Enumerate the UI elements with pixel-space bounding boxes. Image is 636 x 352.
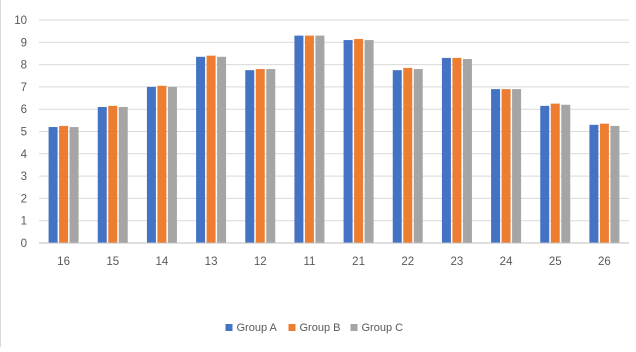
y-tick-label: 5 xyxy=(21,127,27,139)
y-tick-label: 6 xyxy=(21,104,27,116)
x-tick-label: 26 xyxy=(598,256,611,268)
legend-swatch xyxy=(288,324,296,331)
bar xyxy=(167,86,177,244)
bar xyxy=(550,103,560,243)
bar xyxy=(610,125,620,243)
bar xyxy=(294,35,304,243)
y-tick-label: 8 xyxy=(21,60,27,72)
x-axis-ticks: 16 15 14 13 12 11 21 22 23 24 25 26 xyxy=(57,256,611,268)
bar xyxy=(589,124,599,243)
bar xyxy=(48,127,58,243)
y-tick-label: 1 xyxy=(21,216,27,228)
x-tick-label: 15 xyxy=(106,256,119,268)
bar xyxy=(245,70,255,243)
x-tick-label: 11 xyxy=(303,256,315,268)
y-tick-label: 2 xyxy=(21,193,27,205)
legend-label: Group C xyxy=(362,322,404,334)
bar xyxy=(343,40,353,243)
bar xyxy=(255,69,265,243)
gridlines xyxy=(39,19,629,222)
x-tick-label: 22 xyxy=(401,256,414,268)
bar xyxy=(501,89,511,243)
bar xyxy=(217,56,227,243)
y-tick-label: 4 xyxy=(21,149,28,161)
bar xyxy=(196,56,206,243)
bar xyxy=(157,85,167,243)
y-axis-ticks: 0 1 2 3 4 5 6 7 8 9 10 xyxy=(14,15,27,250)
bar xyxy=(315,35,325,243)
legend-label: Group B xyxy=(300,322,341,334)
x-tick-label: 16 xyxy=(57,256,70,268)
bar xyxy=(561,104,571,244)
y-tick-label: 0 xyxy=(21,238,27,250)
bar xyxy=(206,55,216,244)
bar xyxy=(59,125,69,243)
x-tick-label: 23 xyxy=(451,256,464,268)
y-tick-label: 9 xyxy=(21,37,27,49)
legend-swatch xyxy=(350,324,358,331)
x-tick-label: 24 xyxy=(500,256,513,268)
bars xyxy=(48,35,620,244)
bar xyxy=(146,86,156,244)
y-tick-label: 10 xyxy=(14,15,27,27)
bar xyxy=(354,38,364,243)
bar xyxy=(512,89,522,243)
bar xyxy=(540,105,550,243)
x-tick-label: 25 xyxy=(549,256,562,268)
bar xyxy=(118,106,128,243)
bar xyxy=(452,57,462,243)
legend-swatch xyxy=(225,324,233,331)
bar xyxy=(304,35,314,243)
bar xyxy=(403,67,413,243)
y-tick-label: 3 xyxy=(21,171,27,183)
bar xyxy=(441,57,451,243)
x-tick-label: 21 xyxy=(352,256,365,268)
y-tick-label: 7 xyxy=(21,82,27,94)
x-tick-label: 13 xyxy=(205,256,218,268)
bar xyxy=(491,89,501,243)
bar xyxy=(97,106,107,243)
x-tick-label: 12 xyxy=(254,256,267,268)
legend: Group A Group B Group C xyxy=(225,322,404,334)
bar xyxy=(599,123,609,243)
bar xyxy=(413,69,423,243)
x-tick-label: 14 xyxy=(156,256,169,268)
bar xyxy=(69,127,79,243)
bar xyxy=(108,105,118,243)
bar xyxy=(392,70,402,243)
bar xyxy=(266,69,276,243)
legend-label: Group A xyxy=(237,322,278,334)
bar xyxy=(462,59,472,244)
bar xyxy=(364,40,374,243)
